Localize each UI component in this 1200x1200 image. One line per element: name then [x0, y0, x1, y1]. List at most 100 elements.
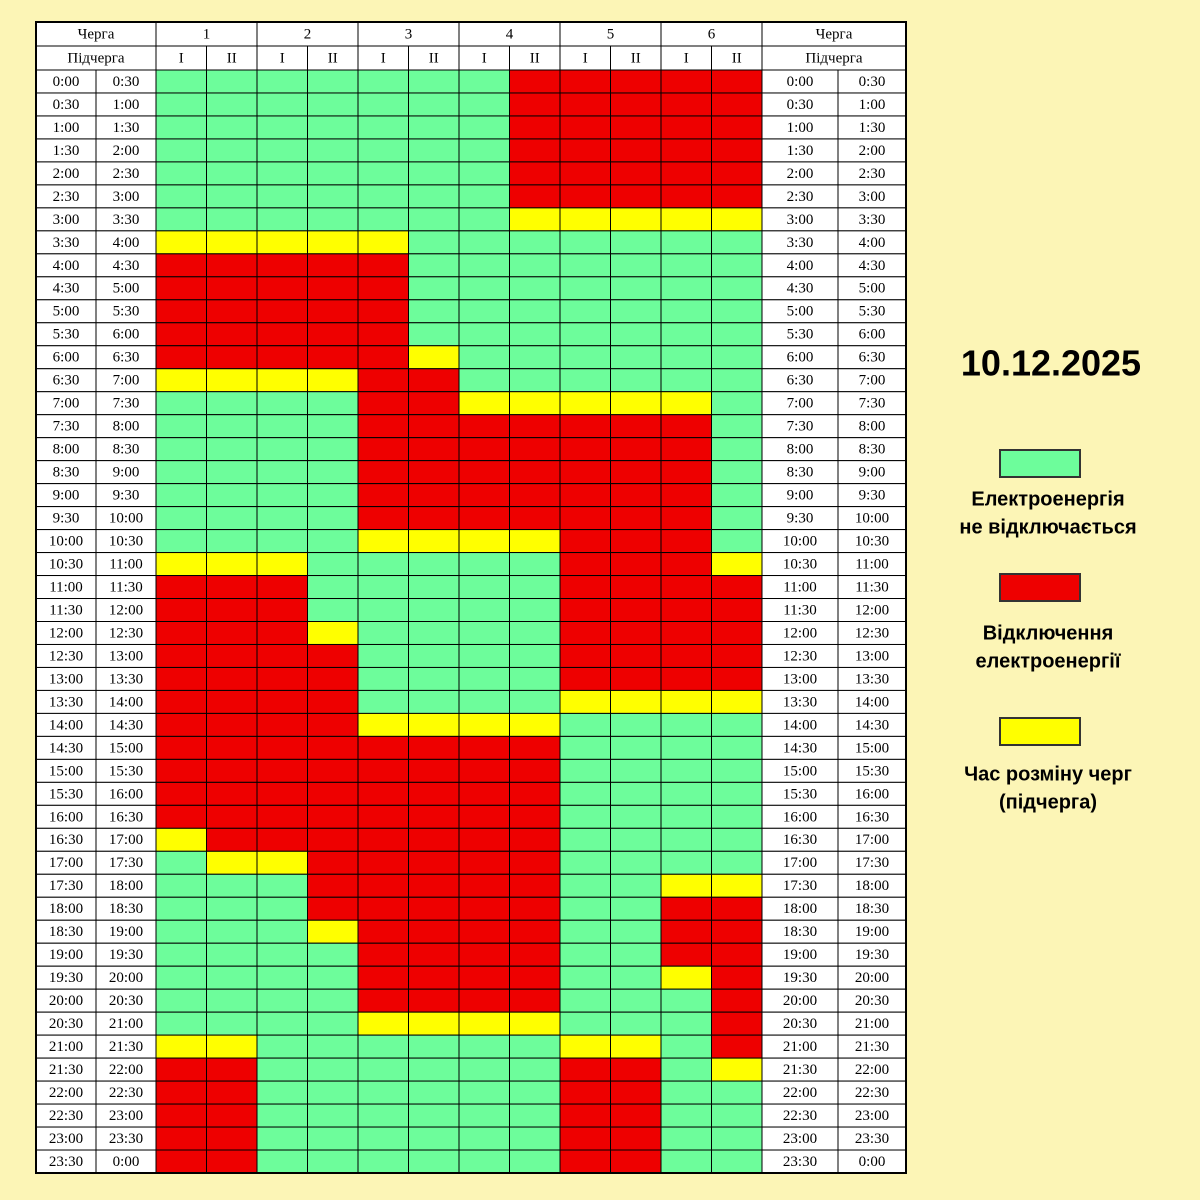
time-label: 20:00: [49, 993, 83, 1009]
time-label: 19:30: [783, 970, 817, 986]
status-cell: [408, 942, 460, 967]
status-cell: [206, 621, 258, 645]
status-cell: [408, 689, 460, 714]
status-cell: [458, 1011, 510, 1036]
status-cell: [559, 643, 611, 668]
status-cell: [660, 230, 712, 255]
status-cell: [307, 827, 359, 852]
status-cell: [307, 460, 359, 485]
cell: [559, 45, 611, 71]
status-cell: [660, 345, 712, 370]
status-cell: [559, 529, 611, 554]
status-cell: [256, 115, 308, 140]
status-cell: [509, 437, 561, 462]
time-label: 20:00: [783, 993, 817, 1009]
status-cell: [610, 1149, 662, 1174]
status-cell: [711, 437, 763, 462]
status-cell: [610, 276, 662, 301]
status-cell: [509, 942, 561, 967]
status-cell: [458, 92, 510, 117]
status-cell: [307, 414, 359, 439]
status-cell: [357, 712, 409, 737]
header-label: Черга: [816, 26, 853, 42]
status-cell: [458, 666, 510, 691]
time-label: 17:30: [783, 878, 817, 894]
status-cell: [357, 115, 409, 140]
status-cell: [408, 69, 460, 94]
status-cell: [610, 345, 662, 370]
status-cell: [206, 942, 258, 967]
status-cell: [458, 689, 510, 714]
time-label: 2:30: [113, 166, 140, 182]
status-cell: [559, 115, 611, 140]
time-label: 8:00: [859, 419, 886, 435]
status-cell: [206, 598, 258, 622]
status-cell: [559, 161, 611, 186]
status-cell: [610, 621, 662, 645]
status-cell: [155, 735, 207, 760]
subqueue-label: II: [732, 50, 742, 66]
status-cell: [660, 391, 712, 416]
status-cell: [307, 506, 359, 531]
status-cell: [408, 575, 460, 600]
status-cell: [206, 414, 258, 439]
time-label: 7:00: [113, 373, 140, 389]
status-cell: [711, 1011, 763, 1036]
status-cell: [307, 115, 359, 140]
status-cell: [408, 230, 460, 255]
status-cell: [357, 1126, 409, 1151]
status-cell: [357, 1034, 409, 1059]
status-cell: [155, 529, 207, 554]
status-cell: [155, 115, 207, 140]
status-cell: [408, 345, 460, 370]
subqueue-label: II: [328, 50, 338, 66]
status-cell: [307, 988, 359, 1013]
status-cell: [559, 1057, 611, 1082]
time-label: 10:30: [783, 556, 817, 572]
time-label: 3:30: [787, 235, 814, 251]
status-cell: [206, 138, 258, 163]
status-cell: [711, 598, 763, 622]
status-cell: [206, 643, 258, 668]
status-cell: [206, 850, 258, 875]
status-cell: [559, 781, 611, 806]
status-cell: [357, 1103, 409, 1128]
status-cell: [711, 758, 763, 783]
status-cell: [711, 184, 763, 209]
time-label: 17:00: [109, 832, 143, 848]
time-label: 4:30: [53, 281, 80, 297]
status-cell: [660, 368, 712, 393]
status-cell: [307, 965, 359, 990]
time-label: 2:30: [787, 189, 814, 205]
time-label: 8:30: [53, 465, 80, 481]
status-cell: [206, 804, 258, 829]
status-cell: [509, 207, 561, 232]
status-cell: [408, 506, 460, 531]
time-label: 1:30: [787, 143, 814, 159]
status-cell: [660, 207, 712, 232]
status-cell: [307, 483, 359, 508]
status-cell: [155, 1149, 207, 1174]
status-cell: [660, 276, 712, 301]
status-cell: [610, 575, 662, 600]
time-label: 14:30: [783, 740, 817, 756]
time-label: 14:00: [855, 694, 889, 710]
status-cell: [559, 1126, 611, 1151]
status-cell: [509, 69, 561, 94]
status-cell: [458, 598, 510, 622]
status-cell: [509, 827, 561, 852]
status-cell: [206, 253, 258, 278]
time-label: 23:00: [49, 1131, 83, 1147]
time-label: 1:30: [53, 143, 80, 159]
status-cell: [660, 299, 712, 324]
cell: [509, 45, 561, 71]
status-cell: [206, 161, 258, 186]
status-cell: [458, 575, 510, 600]
status-cell: [256, 643, 308, 668]
time-label: 9:00: [859, 465, 886, 481]
status-cell: [660, 161, 712, 186]
time-label: 6:00: [859, 327, 886, 343]
status-cell: [307, 92, 359, 117]
status-cell: [155, 781, 207, 806]
time-label: 4:00: [53, 258, 80, 274]
